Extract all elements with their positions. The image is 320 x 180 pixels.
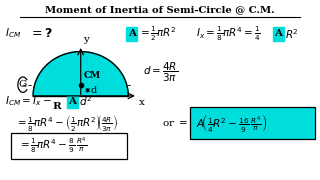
- Text: A: A: [68, 97, 76, 106]
- FancyBboxPatch shape: [67, 95, 77, 108]
- Text: A: A: [274, 29, 282, 38]
- Text: R: R: [52, 102, 61, 111]
- Text: $I_x = \frac{1}{8}\pi R^4 = \frac{1}{4}$: $I_x = \frac{1}{8}\pi R^4 = \frac{1}{4}$: [196, 25, 261, 43]
- Text: $= \frac{1}{8}\pi R^4 - \left(\frac{1}{2}\pi R^2\right)\!\!\left(\frac{4R}{3\pi}: $= \frac{1}{8}\pi R^4 - \left(\frac{1}{2…: [15, 113, 118, 133]
- FancyBboxPatch shape: [273, 27, 284, 41]
- Polygon shape: [33, 52, 128, 96]
- Text: x: x: [139, 98, 144, 107]
- Text: $= \mathbf{?}$: $= \mathbf{?}$: [29, 27, 53, 40]
- Text: $R^2$: $R^2$: [285, 27, 299, 41]
- FancyBboxPatch shape: [11, 133, 127, 159]
- Text: Moment of Inertia of Semi-Circle @ C.M.: Moment of Inertia of Semi-Circle @ C.M.: [45, 5, 275, 14]
- Text: A: A: [128, 29, 136, 38]
- Text: $A\!\left(\frac{1}{4}R^2 - \frac{16}{9}\,\frac{R^4}{\pi}\right)$: $A\!\left(\frac{1}{4}R^2 - \frac{16}{9}\…: [196, 112, 268, 134]
- Text: $d^2$: $d^2$: [79, 94, 92, 108]
- Text: G: G: [19, 80, 27, 89]
- Text: or $=$: or $=$: [162, 119, 188, 128]
- Text: d: d: [90, 86, 96, 95]
- FancyBboxPatch shape: [126, 27, 138, 41]
- Text: $= \frac{1}{2}\pi R^2$: $= \frac{1}{2}\pi R^2$: [139, 25, 177, 43]
- Text: $I_{CM}$: $I_{CM}$: [4, 26, 21, 40]
- FancyBboxPatch shape: [190, 107, 316, 139]
- Text: $= \frac{1}{8}\pi R^4 - \frac{8}{9}\,\frac{R^4}{\pi}$: $= \frac{1}{8}\pi R^4 - \frac{8}{9}\,\fr…: [18, 136, 87, 156]
- Text: y: y: [83, 35, 88, 44]
- Text: $I_{CM} = I_x -$: $I_{CM} = I_x -$: [4, 94, 51, 108]
- Text: CM: CM: [84, 71, 101, 80]
- Text: $d = \dfrac{4R}{3\pi}$: $d = \dfrac{4R}{3\pi}$: [142, 61, 178, 84]
